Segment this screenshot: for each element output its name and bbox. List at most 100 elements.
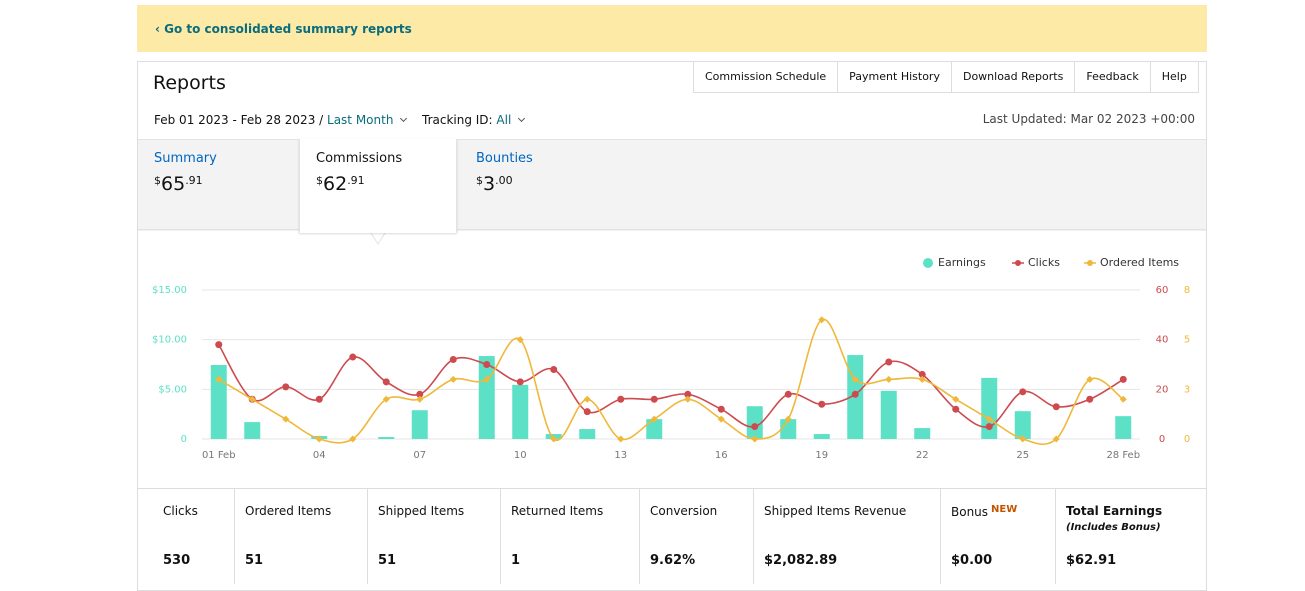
marker	[751, 435, 759, 443]
stat: Total Earnings (Includes Bonus) $62.91	[1056, 489, 1206, 584]
stat-label: Bonus NEW	[951, 504, 1055, 519]
amount-cents: .91	[185, 174, 203, 187]
bar	[914, 428, 931, 439]
marker	[449, 375, 457, 383]
stat: Clicks 530	[138, 489, 235, 584]
stat-label-text: Total Earnings	[1066, 504, 1163, 518]
currency: $	[316, 174, 323, 187]
nav-button[interactable]: Feedback	[1074, 61, 1151, 93]
y3-tick-label: 3	[1184, 384, 1190, 395]
legend-swatch	[1015, 260, 1021, 266]
x-tick-label: 07	[413, 450, 426, 461]
bar	[579, 429, 596, 439]
marker	[282, 415, 290, 423]
marker	[349, 353, 357, 361]
bar	[1014, 411, 1031, 439]
marker	[617, 395, 625, 403]
stat: Conversion 9.62%	[640, 489, 754, 584]
date-filter[interactable]: Feb 01 2023 - Feb 28 2023 / Last Month	[154, 113, 408, 127]
summary-link[interactable]: ‹ Go to consolidated summary reports	[155, 22, 412, 36]
marker	[717, 415, 725, 423]
marker	[382, 378, 390, 386]
marker	[449, 356, 457, 364]
marker	[851, 375, 859, 383]
amount-whole: 65	[161, 173, 186, 195]
tab-amount: $65.91	[154, 173, 280, 195]
stat: Returned Items 1	[501, 489, 640, 584]
tab-amount: $3.00	[476, 173, 602, 195]
currency: $	[476, 174, 483, 187]
marker	[918, 375, 926, 383]
marker	[583, 408, 591, 416]
nav-button[interactable]: Help	[1149, 61, 1199, 93]
x-tick-label: 16	[715, 450, 728, 461]
x-tick-label: 13	[614, 450, 627, 461]
marker	[483, 361, 491, 368]
marker	[818, 316, 826, 324]
tracking-label: Tracking ID:	[422, 113, 493, 127]
stat-label: Returned Items	[511, 504, 639, 518]
marker	[717, 405, 725, 413]
bar	[646, 419, 663, 439]
y2-tick-label: 60	[1156, 285, 1169, 296]
y-tick-label: 0	[181, 434, 187, 445]
nav-button[interactable]: Download Reports	[950, 61, 1076, 93]
banner: ‹ Go to consolidated summary reports	[137, 5, 1207, 52]
marker	[784, 390, 792, 398]
marker	[952, 405, 960, 413]
nav-button[interactable]: Payment History	[837, 61, 952, 93]
y2-tick-label: 40	[1156, 335, 1169, 346]
stat-label-text: Conversion	[650, 504, 718, 518]
marker	[1119, 375, 1127, 383]
stat-value: 9.62%	[650, 553, 696, 568]
tracking-value: All	[496, 113, 512, 127]
y-tick-label: $10.00	[152, 335, 187, 346]
marker	[684, 390, 692, 398]
amount-whole: 3	[483, 173, 496, 195]
tab[interactable]: Commissions $62.91	[299, 139, 457, 233]
y3-tick-label: 5	[1184, 335, 1190, 346]
stat-label-text: Shipped Items Revenue	[764, 504, 907, 518]
marker	[918, 370, 926, 378]
stat-label-text: Shipped Items	[378, 504, 465, 518]
stat-label-text: Clicks	[163, 504, 198, 518]
bar	[746, 406, 763, 439]
stat-value: $2,082.89	[764, 553, 838, 568]
marker	[985, 415, 993, 423]
stat: Bonus NEW $0.00	[941, 489, 1056, 584]
marker	[382, 395, 390, 403]
marker	[885, 375, 893, 383]
tab[interactable]: Summary $65.91	[138, 139, 296, 231]
nav-bar: Commission Schedule Payment History Downlo…	[693, 61, 1199, 93]
marker	[516, 378, 524, 386]
stat-label-text: Ordered Items	[245, 504, 332, 518]
stat-note: (Includes Bonus)	[1066, 522, 1161, 533]
currency: $	[154, 174, 161, 187]
marker	[650, 395, 658, 403]
x-tick-label: 04	[313, 450, 326, 461]
marker	[215, 341, 223, 349]
chart: 0 $5.00 $10.00 $15.00 0 20 40 60 0 3 5 8 01 Feb 04 07 1…	[137, 230, 1206, 461]
marker	[215, 375, 223, 383]
page-title: Reports	[153, 72, 226, 94]
y-tick-label: $15.00	[152, 285, 187, 296]
x-tick-label: 25	[1016, 450, 1029, 461]
stat-label-text: Bonus	[951, 505, 989, 519]
bar	[411, 410, 428, 439]
nav-button[interactable]: Commission Schedule	[693, 61, 839, 93]
bar	[813, 434, 830, 439]
marker	[650, 415, 658, 423]
tracking-filter[interactable]: Tracking ID: All	[422, 113, 526, 127]
marker	[1052, 403, 1060, 411]
stat: Ordered Items 51	[235, 489, 368, 584]
marker	[516, 336, 524, 344]
tab[interactable]: Bounties $3.00	[460, 139, 618, 231]
y2-tick-label: 20	[1156, 384, 1169, 395]
marker	[851, 390, 859, 398]
tab-name: Bounties	[476, 151, 533, 166]
stat: Shipped Items 51	[368, 489, 501, 584]
marker	[315, 435, 323, 443]
marker	[751, 423, 759, 431]
bar	[880, 390, 897, 439]
